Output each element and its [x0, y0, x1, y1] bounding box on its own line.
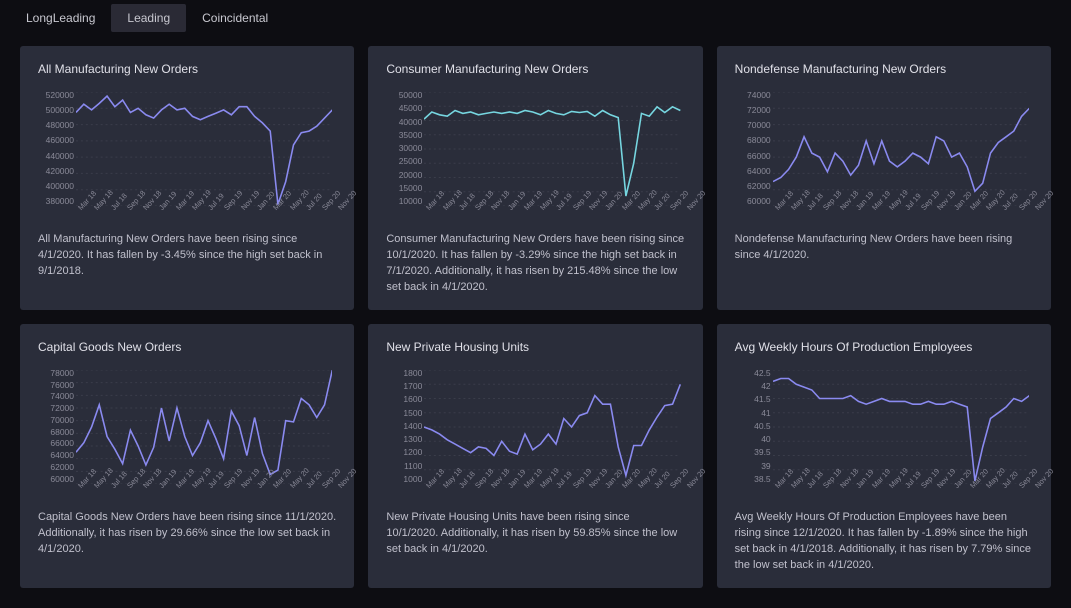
- tab-longleading[interactable]: LongLeading: [10, 4, 111, 32]
- chart-title: Avg Weekly Hours Of Production Employees: [735, 340, 1033, 354]
- chart-description: Avg Weekly Hours Of Production Employees…: [735, 510, 1033, 574]
- chart-area: 7800076000740007200070000680006600064000…: [38, 368, 336, 502]
- tab-coincidental[interactable]: Coincidental: [186, 4, 284, 32]
- chart-title: Consumer Manufacturing New Orders: [386, 62, 684, 76]
- chart-area: 7400072000700006800066000640006200060000…: [735, 90, 1033, 224]
- chart-description: Capital Goods New Orders have been risin…: [38, 510, 336, 558]
- chart-card: Nondefense Manufacturing New Orders 74000…: [717, 46, 1051, 310]
- chart-title: New Private Housing Units: [386, 340, 684, 354]
- tab-leading[interactable]: Leading: [111, 4, 186, 32]
- y-axis-labels: 180017001600150014001300120011001000: [386, 368, 422, 484]
- charts-grid: All Manufacturing New Orders 520000500000…: [0, 36, 1071, 608]
- chart-description: New Private Housing Units have been risi…: [386, 510, 684, 558]
- x-axis-labels: Mar 18May 18Jul 18Sep 18Nov 18Jan 19Mar …: [424, 484, 684, 504]
- chart-area: 42.54241.54140.54039.53938.5Mar 18May 18…: [735, 368, 1033, 502]
- x-axis-labels: Mar 18May 18Jul 18Sep 18Nov 18Jan 19Mar …: [424, 206, 684, 226]
- chart-card: Capital Goods New Orders 7800076000740007…: [20, 324, 354, 588]
- y-axis-labels: 7800076000740007200070000680006600064000…: [38, 368, 74, 484]
- chart-area: 5000045000400003500030000250002000015000…: [386, 90, 684, 224]
- tab-bar: LongLeadingLeadingCoincidental: [0, 0, 1071, 36]
- y-axis-labels: 7400072000700006800066000640006200060000: [735, 90, 771, 206]
- chart-area: 5200005000004800004600004400004200004000…: [38, 90, 336, 224]
- x-axis-labels: Mar 18May 18Jul 18Sep 18Nov 18Jan 19Mar …: [76, 206, 336, 226]
- chart-description: Nondefense Manufacturing New Orders have…: [735, 232, 1033, 264]
- chart-card: All Manufacturing New Orders 520000500000…: [20, 46, 354, 310]
- chart-title: Nondefense Manufacturing New Orders: [735, 62, 1033, 76]
- chart-title: All Manufacturing New Orders: [38, 62, 336, 76]
- chart-card: Consumer Manufacturing New Orders 5000045…: [368, 46, 702, 310]
- chart-card: New Private Housing Units 180017001600150…: [368, 324, 702, 588]
- x-axis-labels: Mar 18May 18Jul 18Sep 18Nov 18Jan 19Mar …: [76, 484, 336, 504]
- chart-title: Capital Goods New Orders: [38, 340, 336, 354]
- chart-area: 180017001600150014001300120011001000Mar …: [386, 368, 684, 502]
- chart-description: All Manufacturing New Orders have been r…: [38, 232, 336, 280]
- x-axis-labels: Mar 18May 18Jul 18Sep 18Nov 18Jan 19Mar …: [773, 206, 1033, 226]
- chart-description: Consumer Manufacturing New Orders have b…: [386, 232, 684, 296]
- y-axis-labels: 5200005000004800004600004400004200004000…: [38, 90, 74, 206]
- y-axis-labels: 42.54241.54140.54039.53938.5: [735, 368, 771, 484]
- x-axis-labels: Mar 18May 18Jul 18Sep 18Nov 18Jan 19Mar …: [773, 484, 1033, 504]
- y-axis-labels: 5000045000400003500030000250002000015000…: [386, 90, 422, 206]
- chart-card: Avg Weekly Hours Of Production Employees…: [717, 324, 1051, 588]
